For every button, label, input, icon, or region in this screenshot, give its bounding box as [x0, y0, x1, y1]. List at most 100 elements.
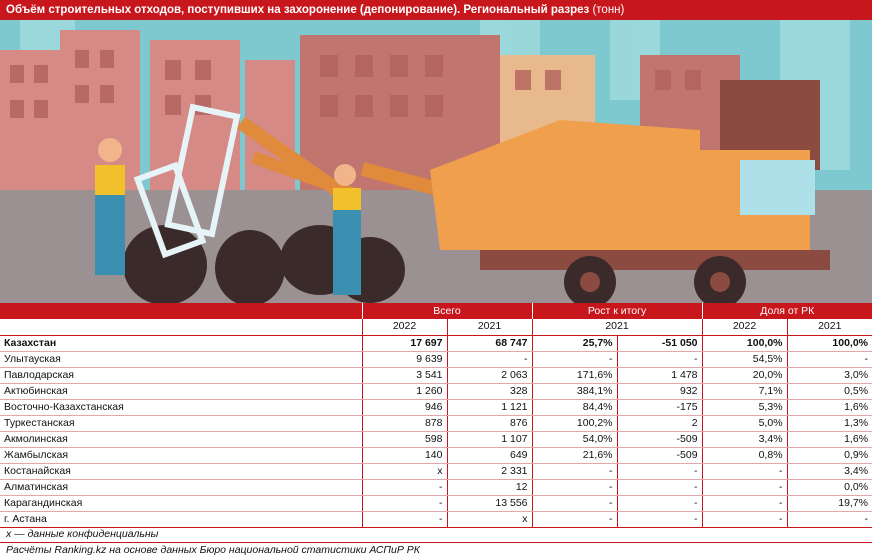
cell-share-2021: 0,0%	[786, 479, 872, 496]
notes-divider	[0, 542, 872, 543]
cell-total-2022: 878	[361, 415, 447, 432]
regional-waste-table: Всего Рост к итогу Доля от РК 2022 2021 …	[0, 303, 872, 528]
cell-growth-absolute: -	[616, 463, 703, 480]
cell-total-2021: 649	[446, 447, 533, 464]
region-name: Восточно-Казахстанская	[0, 399, 362, 416]
cell-total-2022: 9 639	[361, 351, 447, 368]
table-row: Карагандинская -13 556- - -19,7%	[0, 495, 872, 512]
cell-growth-absolute: -	[616, 495, 703, 512]
cell-share-2022: 100,0%	[701, 335, 788, 352]
cell-total-2021: 1 121	[446, 399, 533, 416]
header-total: Всего	[361, 303, 533, 319]
cell-share-2022: 7,1%	[701, 383, 788, 400]
worker-left	[95, 138, 125, 275]
cell-share-2021: 19,7%	[786, 495, 872, 512]
header-share: Доля от РК	[701, 303, 872, 319]
cell-total-2022: 946	[361, 399, 447, 416]
region-name: Улытауская	[0, 351, 362, 368]
cell-share-2022: -	[701, 495, 788, 512]
cell-share-2022: -	[701, 479, 788, 496]
cell-growth-absolute: -509	[616, 431, 703, 448]
cell-growth-percent: -	[531, 511, 618, 528]
table-row: Казахстан 17 697 68 747 25,7% -51 050 100,0% 1…	[0, 335, 872, 352]
table-row: Улытауская 9 639- - -54,5% -	[0, 351, 872, 368]
header-region-empty	[0, 303, 362, 319]
cell-share-2021: 100,0%	[786, 335, 872, 352]
cell-total-2022: -	[361, 495, 447, 512]
table-row: Актюбинская 1 260 328 384,1% 932 7,1% 0,5%	[0, 383, 872, 400]
cell-share-2022: 5,3%	[701, 399, 788, 416]
cell-share-2021: -	[786, 351, 872, 368]
cell-total-2021: 2 063	[446, 367, 533, 384]
table-row: Восточно-Казахстанская 946 1 121 84,4% -175 5…	[0, 399, 872, 416]
region-name: Алматинская	[0, 479, 362, 496]
region-name: Карагандинская	[0, 495, 362, 512]
title-unit: (тонн)	[592, 4, 625, 16]
cell-total-2021: 328	[446, 383, 533, 400]
cell-total-2021: x	[446, 511, 533, 528]
subheader-total-2022: 2022	[361, 319, 447, 336]
cell-share-2022: 20,0%	[701, 367, 788, 384]
table-row: Костанайская x 2 331- - -3,4%	[0, 463, 872, 480]
table-row: Туркестанская 878 876 100,2% 2 5,0% 1,3%	[0, 415, 872, 432]
cell-growth-percent: -	[531, 351, 618, 368]
table-row: Алматинская -12- - -0,0%	[0, 479, 872, 496]
cell-share-2021: 3,4%	[786, 463, 872, 480]
cell-share-2022: -	[701, 511, 788, 528]
cell-share-2022: -	[701, 463, 788, 480]
cell-share-2021: -	[786, 511, 872, 528]
cell-growth-percent: 21,6%	[531, 447, 618, 464]
cell-growth-percent: -	[531, 479, 618, 496]
cell-share-2021: 0,5%	[786, 383, 872, 400]
cell-growth-percent: -	[531, 463, 618, 480]
table-row: Акмолинская 598 1 107 54,0% -509 3,4% 1,6%	[0, 431, 872, 448]
cell-total-2021: 876	[446, 415, 533, 432]
region-name: Актюбинская	[0, 383, 362, 400]
cell-growth-absolute: -	[616, 511, 703, 528]
region-name: Костанайская	[0, 463, 362, 480]
cell-growth-absolute: -509	[616, 447, 703, 464]
cell-total-2022: -	[361, 479, 447, 496]
cell-growth-absolute: -175	[616, 399, 703, 416]
garbage-truck	[430, 120, 830, 303]
page-title: Объём строительных отходов, поступивших …	[0, 0, 872, 20]
source-note: Расчёты Ranking.kz на основе данных Бюро…	[6, 544, 420, 556]
cell-total-2021: 12	[446, 479, 533, 496]
cell-growth-percent: 84,4%	[531, 399, 618, 416]
cell-share-2021: 1,6%	[786, 399, 872, 416]
region-name: г. Астана	[0, 511, 362, 528]
cell-growth-absolute: -	[616, 351, 703, 368]
cell-growth-percent: -	[531, 495, 618, 512]
region-name: Казахстан	[0, 335, 362, 352]
subheader-share-2022: 2022	[701, 319, 788, 336]
cell-total-2022: x	[361, 463, 447, 480]
cell-total-2021: -	[446, 351, 533, 368]
region-name: Жамбылская	[0, 447, 362, 464]
header-growth: Рост к итогу	[531, 303, 703, 319]
subheader-region-empty	[0, 319, 362, 336]
cell-share-2022: 5,0%	[701, 415, 788, 432]
cell-total-2022: 1 260	[361, 383, 447, 400]
cell-share-2021: 1,6%	[786, 431, 872, 448]
subheader-share-2021: 2021	[786, 319, 872, 336]
cell-growth-absolute: -	[616, 479, 703, 496]
cell-share-2022: 0,8%	[701, 447, 788, 464]
table-body: Казахстан 17 697 68 747 25,7% -51 050 100,0% 1…	[0, 335, 872, 528]
cell-growth-percent: 25,7%	[531, 335, 618, 352]
cell-share-2021: 1,3%	[786, 415, 872, 432]
cell-growth-percent: 100,2%	[531, 415, 618, 432]
construction-waste-illustration	[0, 20, 872, 303]
cell-total-2022: -	[361, 511, 447, 528]
subheader-growth-2021: 2021	[531, 319, 703, 336]
subheader-total-2021: 2021	[446, 319, 533, 336]
cell-total-2022: 140	[361, 447, 447, 464]
building-windows	[10, 50, 701, 118]
cell-total-2021: 2 331	[446, 463, 533, 480]
cell-share-2022: 3,4%	[701, 431, 788, 448]
cell-growth-absolute: 1 478	[616, 367, 703, 384]
table-row: Павлодарская 3 541 2 063 171,6% 1 478 20,0% 3,…	[0, 367, 872, 384]
window-frames	[133, 103, 241, 259]
worker-right	[333, 164, 361, 295]
cell-total-2021: 1 107	[446, 431, 533, 448]
cell-total-2022: 17 697	[361, 335, 447, 352]
